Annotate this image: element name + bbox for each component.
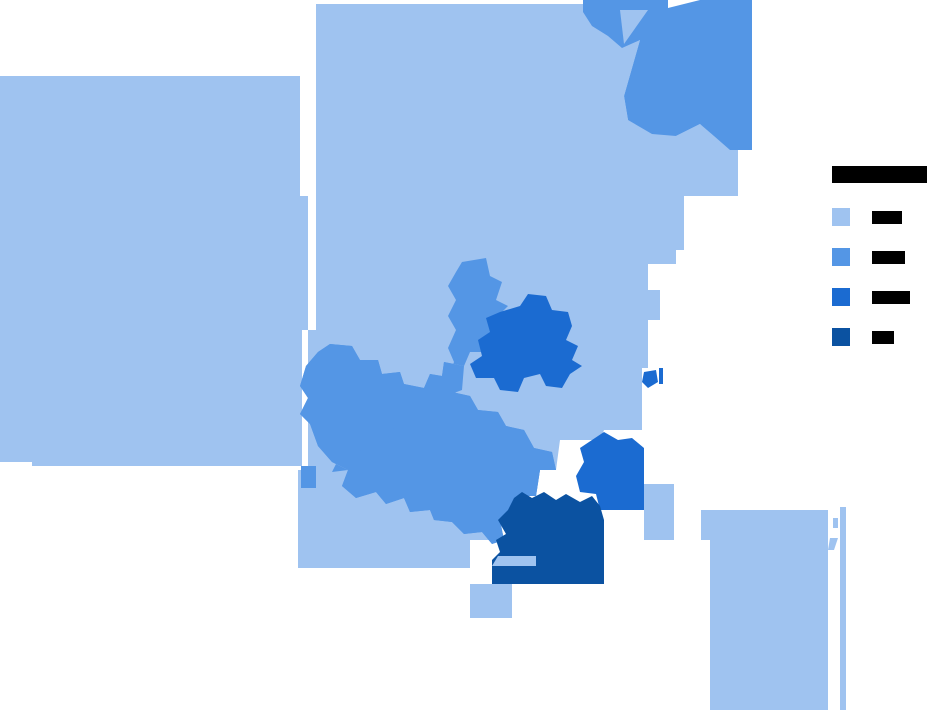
legend-swatch-tier-3: [832, 288, 850, 306]
region-east-enclave-bar[interactable]: [659, 368, 663, 384]
legend-item-tier-3[interactable]: [832, 288, 927, 306]
region-southeast-island-right-gap: [828, 510, 840, 710]
region-far-east-islet-a[interactable]: [833, 518, 838, 528]
legend-label-tier-4: [872, 330, 894, 344]
region-south-central[interactable]: [342, 392, 556, 544]
legend-swatch-tier-1: [832, 208, 850, 226]
legend-title: [832, 166, 927, 183]
region-east-enclave[interactable]: [642, 370, 658, 388]
region-east-coastal-strip[interactable]: [644, 484, 674, 540]
map-legend: [832, 166, 927, 368]
legend-item-tier-4[interactable]: [832, 328, 927, 346]
legend-swatch-tier-4: [832, 328, 850, 346]
legend-item-tier-2[interactable]: [832, 248, 927, 266]
region-southeast-island[interactable]: [701, 507, 840, 710]
legend-label-tier-1: [872, 210, 902, 224]
region-southernmost-notch: [492, 556, 536, 566]
region-southeast-island-gap: [701, 507, 840, 510]
region-ne-notch: [620, 10, 648, 44]
region-central-core[interactable]: [470, 294, 582, 392]
region-southeast-island-inner-gap: [701, 540, 710, 710]
legend-swatch-tier-2: [832, 248, 850, 266]
legend-label-tier-3: [872, 290, 910, 304]
region-southeast-block[interactable]: [576, 432, 644, 510]
region-northwest-block[interactable]: [0, 76, 308, 466]
region-west-enclave[interactable]: [301, 466, 316, 488]
legend-label-tier-2: [872, 250, 905, 264]
region-southeast-island-right-edge[interactable]: [840, 507, 846, 710]
region-south-island[interactable]: [470, 584, 512, 618]
region-southwest-arm[interactable]: [300, 344, 464, 472]
legend-item-tier-1[interactable]: [832, 208, 927, 226]
region-far-east-islet-b[interactable]: [828, 538, 838, 550]
